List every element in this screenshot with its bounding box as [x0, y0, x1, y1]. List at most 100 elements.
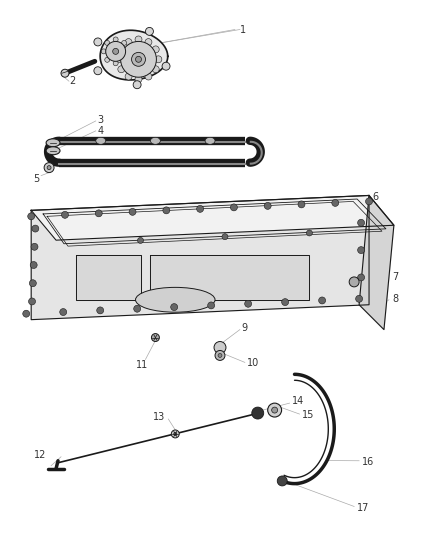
Polygon shape — [150, 255, 309, 300]
Text: 10: 10 — [247, 358, 259, 368]
Circle shape — [106, 42, 126, 61]
Circle shape — [135, 36, 142, 43]
Circle shape — [135, 76, 142, 83]
Circle shape — [61, 69, 69, 77]
Circle shape — [318, 297, 325, 304]
Circle shape — [94, 38, 102, 46]
Circle shape — [357, 274, 364, 281]
Text: 13: 13 — [153, 412, 165, 422]
Ellipse shape — [205, 138, 215, 144]
Circle shape — [152, 66, 159, 72]
Circle shape — [197, 205, 204, 212]
Circle shape — [122, 41, 127, 45]
Polygon shape — [76, 255, 141, 300]
Circle shape — [298, 201, 305, 208]
Circle shape — [155, 56, 162, 63]
Circle shape — [29, 280, 36, 287]
Circle shape — [282, 298, 289, 305]
Circle shape — [272, 407, 278, 413]
Circle shape — [218, 353, 222, 358]
Circle shape — [105, 41, 110, 45]
Circle shape — [122, 58, 127, 62]
Ellipse shape — [46, 147, 60, 155]
Text: 3: 3 — [98, 115, 104, 125]
Circle shape — [135, 56, 141, 62]
Polygon shape — [31, 196, 394, 240]
Circle shape — [152, 46, 159, 53]
Circle shape — [214, 342, 226, 353]
Circle shape — [349, 277, 359, 287]
Circle shape — [357, 219, 364, 226]
Ellipse shape — [150, 138, 160, 144]
Circle shape — [118, 66, 125, 72]
Ellipse shape — [46, 139, 60, 147]
Circle shape — [61, 212, 68, 219]
Text: 9: 9 — [242, 322, 248, 333]
Circle shape — [28, 213, 35, 220]
Circle shape — [97, 307, 104, 314]
Circle shape — [252, 407, 264, 419]
Circle shape — [30, 262, 37, 269]
Circle shape — [145, 27, 153, 35]
Circle shape — [245, 300, 251, 307]
Polygon shape — [359, 196, 394, 329]
Circle shape — [174, 432, 177, 435]
Circle shape — [113, 49, 119, 54]
Circle shape — [94, 67, 102, 75]
Circle shape — [145, 38, 152, 46]
Circle shape — [125, 49, 130, 54]
Text: 14: 14 — [292, 396, 304, 406]
Text: 5: 5 — [33, 174, 39, 183]
Text: 17: 17 — [357, 504, 370, 513]
Circle shape — [118, 46, 125, 53]
Ellipse shape — [135, 287, 215, 312]
Circle shape — [134, 305, 141, 312]
Circle shape — [366, 198, 373, 205]
Circle shape — [268, 403, 282, 417]
Circle shape — [31, 244, 38, 251]
Text: 2: 2 — [69, 76, 75, 86]
Circle shape — [171, 304, 178, 311]
Circle shape — [125, 38, 132, 46]
Text: 15: 15 — [301, 410, 314, 420]
Circle shape — [125, 73, 132, 80]
Circle shape — [145, 73, 152, 80]
Circle shape — [129, 208, 136, 215]
Text: 6: 6 — [372, 192, 378, 203]
Circle shape — [215, 351, 225, 360]
Circle shape — [47, 166, 51, 169]
Circle shape — [208, 302, 215, 309]
Text: 12: 12 — [34, 450, 46, 460]
Circle shape — [138, 237, 144, 244]
Circle shape — [222, 233, 228, 240]
Circle shape — [113, 61, 118, 66]
Ellipse shape — [96, 138, 106, 144]
Circle shape — [101, 49, 106, 54]
Circle shape — [171, 430, 179, 438]
Circle shape — [60, 309, 67, 316]
Circle shape — [332, 199, 339, 206]
Text: 8: 8 — [392, 294, 398, 304]
Circle shape — [163, 207, 170, 214]
Text: 7: 7 — [392, 272, 398, 282]
Circle shape — [23, 310, 30, 317]
Circle shape — [28, 298, 35, 305]
Circle shape — [264, 203, 271, 209]
Text: 1: 1 — [240, 25, 246, 35]
Circle shape — [32, 225, 39, 232]
Text: 11: 11 — [135, 360, 148, 370]
Circle shape — [277, 476, 287, 486]
Circle shape — [152, 334, 159, 342]
Circle shape — [131, 52, 145, 66]
Circle shape — [230, 204, 237, 211]
Polygon shape — [31, 196, 369, 320]
Polygon shape — [100, 30, 168, 80]
Circle shape — [115, 56, 122, 63]
Circle shape — [162, 62, 170, 70]
Circle shape — [95, 210, 102, 217]
Circle shape — [307, 230, 312, 236]
Text: 4: 4 — [98, 126, 104, 136]
Circle shape — [44, 163, 54, 173]
Circle shape — [356, 295, 363, 302]
Circle shape — [120, 42, 156, 77]
